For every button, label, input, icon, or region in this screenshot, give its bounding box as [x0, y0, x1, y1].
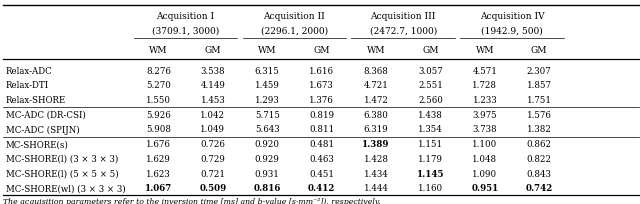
Text: 1.354: 1.354	[418, 125, 443, 134]
Text: 6.319: 6.319	[364, 125, 388, 134]
Text: WM: WM	[258, 45, 276, 55]
Text: 0.819: 0.819	[309, 111, 334, 120]
Text: 1.459: 1.459	[255, 81, 280, 90]
Text: 0.816: 0.816	[253, 184, 281, 193]
Text: 5.643: 5.643	[255, 125, 280, 134]
Text: 0.920: 0.920	[255, 140, 280, 149]
Text: 0.843: 0.843	[527, 170, 552, 178]
Text: 1.550: 1.550	[146, 96, 171, 105]
Text: 1.233: 1.233	[472, 96, 497, 105]
Text: Acquisition I: Acquisition I	[157, 12, 214, 21]
Text: 4.149: 4.149	[200, 81, 225, 90]
Text: 1.623: 1.623	[146, 170, 171, 178]
Text: Relax-DTI: Relax-DTI	[6, 81, 49, 90]
Text: 1.438: 1.438	[418, 111, 443, 120]
Text: 2.560: 2.560	[418, 96, 443, 105]
Text: 1.389: 1.389	[362, 140, 390, 149]
Text: 0.951: 0.951	[471, 184, 499, 193]
Text: 0.463: 0.463	[309, 155, 334, 164]
Text: 6.315: 6.315	[255, 67, 280, 76]
Text: 0.412: 0.412	[308, 184, 335, 193]
Text: 0.481: 0.481	[309, 140, 334, 149]
Text: 1.042: 1.042	[200, 111, 225, 120]
Text: WM: WM	[476, 45, 494, 55]
Text: 0.811: 0.811	[309, 125, 334, 134]
Text: MC-ADC (DR-CSI): MC-ADC (DR-CSI)	[6, 111, 86, 120]
Text: MC-ADC (SPIJN): MC-ADC (SPIJN)	[6, 125, 79, 135]
Text: 1.444: 1.444	[364, 184, 388, 193]
Text: 5.926: 5.926	[146, 111, 171, 120]
Text: GM: GM	[531, 45, 547, 55]
Text: 1.048: 1.048	[472, 155, 497, 164]
Text: 1.067: 1.067	[145, 184, 172, 193]
Text: 1.453: 1.453	[200, 96, 225, 105]
Text: 1.382: 1.382	[527, 125, 552, 134]
Text: 0.862: 0.862	[527, 140, 552, 149]
Text: 3.538: 3.538	[200, 67, 225, 76]
Text: 0.451: 0.451	[309, 170, 334, 178]
Text: 1.160: 1.160	[418, 184, 443, 193]
Text: Acquisition II: Acquisition II	[264, 12, 325, 21]
Text: 1.179: 1.179	[418, 155, 443, 164]
Text: WM: WM	[149, 45, 168, 55]
Text: GM: GM	[422, 45, 438, 55]
Text: 1.100: 1.100	[472, 140, 497, 149]
Text: 1.151: 1.151	[418, 140, 443, 149]
Text: 1.428: 1.428	[364, 155, 388, 164]
Text: 4.571: 4.571	[472, 67, 497, 76]
Text: 8.368: 8.368	[364, 67, 388, 76]
Text: 0.729: 0.729	[200, 155, 225, 164]
Text: 1.728: 1.728	[472, 81, 497, 90]
Text: 3.738: 3.738	[472, 125, 497, 134]
Text: (3709.1, 3000): (3709.1, 3000)	[152, 27, 220, 36]
Text: 2.307: 2.307	[527, 67, 552, 76]
Text: MC-SHORE(l) (5 × 5 × 5): MC-SHORE(l) (5 × 5 × 5)	[6, 170, 118, 178]
Text: 0.509: 0.509	[199, 184, 227, 193]
Text: (2472.7, 1000): (2472.7, 1000)	[369, 27, 437, 36]
Text: 1.857: 1.857	[527, 81, 552, 90]
Text: 8.276: 8.276	[146, 67, 171, 76]
Text: 1.434: 1.434	[364, 170, 388, 178]
Text: 0.929: 0.929	[255, 155, 280, 164]
Text: Relax-SHORE: Relax-SHORE	[6, 96, 66, 105]
Text: 1.673: 1.673	[309, 81, 334, 90]
Text: (2296.1, 2000): (2296.1, 2000)	[261, 27, 328, 36]
Text: 5.270: 5.270	[146, 81, 171, 90]
Text: Acquisition III: Acquisition III	[371, 12, 436, 21]
Text: 5.715: 5.715	[255, 111, 280, 120]
Text: 0.822: 0.822	[527, 155, 552, 164]
Text: Acquisition IV: Acquisition IV	[480, 12, 544, 21]
Text: 2.551: 2.551	[418, 81, 443, 90]
Text: 0.721: 0.721	[200, 170, 225, 178]
Text: 1.376: 1.376	[309, 96, 334, 105]
Text: 3.975: 3.975	[472, 111, 497, 120]
Text: 0.742: 0.742	[525, 184, 553, 193]
Text: 1.293: 1.293	[255, 96, 280, 105]
Text: GM: GM	[205, 45, 221, 55]
Text: The acquisition parameters refer to the inversion time [ms] and b-value [s·mm⁻²]: The acquisition parameters refer to the …	[3, 198, 381, 204]
Text: WM: WM	[367, 45, 385, 55]
Text: 5.908: 5.908	[146, 125, 171, 134]
Text: 1.751: 1.751	[527, 96, 552, 105]
Text: 1.049: 1.049	[200, 125, 225, 134]
Text: 4.721: 4.721	[364, 81, 388, 90]
Text: 1.145: 1.145	[417, 170, 444, 178]
Text: 1.472: 1.472	[364, 96, 388, 105]
Text: 1.090: 1.090	[472, 170, 497, 178]
Text: MC-SHORE(l) (3 × 3 × 3): MC-SHORE(l) (3 × 3 × 3)	[6, 155, 118, 164]
Text: 1.576: 1.576	[527, 111, 552, 120]
Text: (1942.9, 500): (1942.9, 500)	[481, 27, 543, 36]
Text: 1.676: 1.676	[146, 140, 171, 149]
Text: Relax-ADC: Relax-ADC	[6, 67, 52, 76]
Text: 0.931: 0.931	[255, 170, 280, 178]
Text: 0.726: 0.726	[200, 140, 225, 149]
Text: 1.616: 1.616	[309, 67, 334, 76]
Text: MC-SHORE(s): MC-SHORE(s)	[6, 140, 68, 149]
Text: 6.380: 6.380	[364, 111, 388, 120]
Text: 3.057: 3.057	[418, 67, 443, 76]
Text: GM: GM	[314, 45, 330, 55]
Text: 1.629: 1.629	[146, 155, 171, 164]
Text: MC-SHORE(wl) (3 × 3 × 3): MC-SHORE(wl) (3 × 3 × 3)	[6, 184, 125, 193]
